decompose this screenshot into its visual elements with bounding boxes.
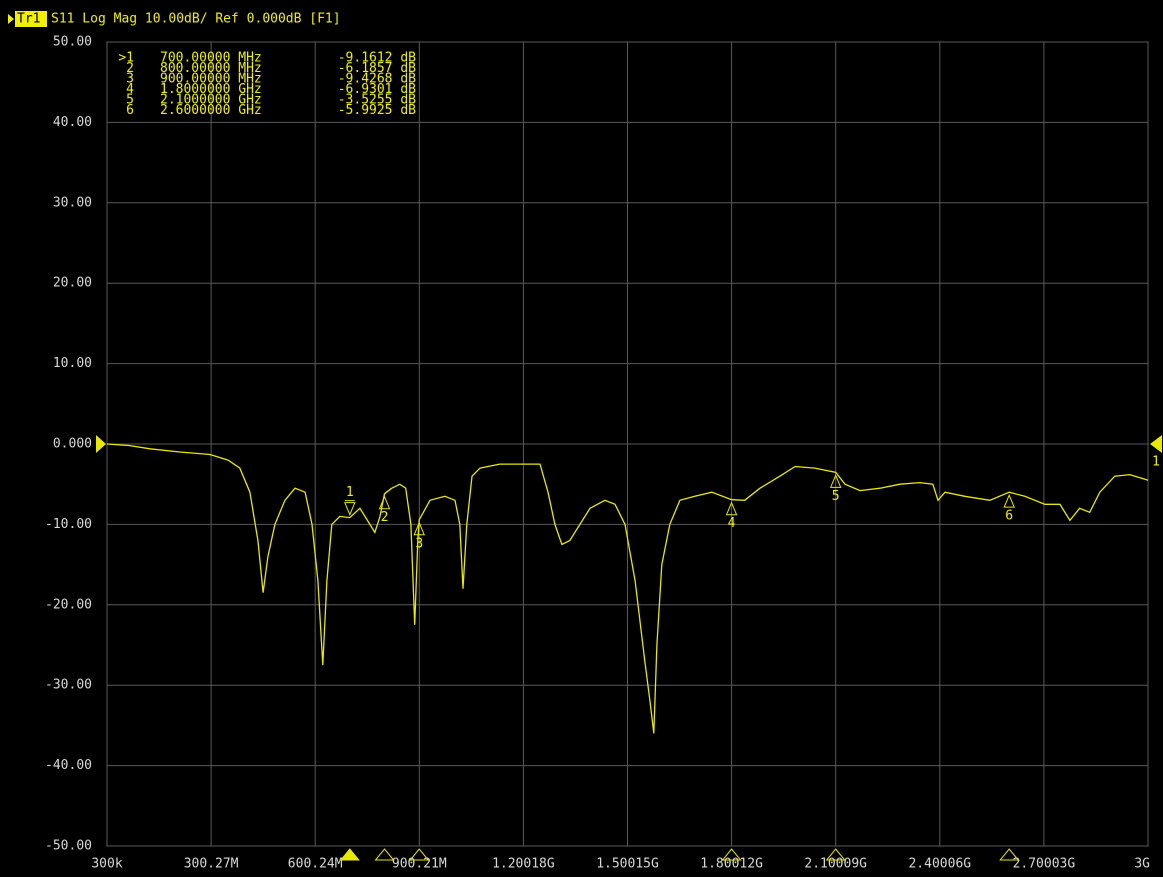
x-tick-label: 600.24M: [288, 857, 343, 872]
marker: [378, 495, 391, 510]
marker-table-value: -5.9925 dB: [338, 103, 416, 118]
marker-table-freq: 1.8000000 GHz: [160, 82, 262, 97]
marker-number: 1: [346, 485, 354, 500]
marker-table-id: 3: [126, 72, 134, 87]
marker-axis-indicator: [999, 848, 1020, 861]
marker-table-id: 5: [126, 93, 134, 108]
x-tick-label: 3G: [1134, 857, 1150, 872]
marker-number: 4: [728, 516, 736, 531]
y-tick-label: -20.00: [45, 597, 92, 612]
marker-axis-indicator: [409, 848, 430, 861]
trace-badge: [15, 11, 47, 27]
trace-indicator: [8, 14, 14, 24]
trace-number: 1: [1152, 455, 1160, 470]
marker-table-id: 6: [126, 103, 134, 118]
y-tick-label: 50.00: [53, 35, 92, 50]
marker-table-freq: 2.1000000 GHz: [160, 93, 262, 108]
marker-table-freq: 800.00000 MHz: [160, 61, 262, 76]
marker-table-value: -3.5255 dB: [338, 93, 416, 108]
marker-table-freq: 900.00000 MHz: [160, 72, 262, 87]
marker-axis-indicator: [374, 848, 395, 861]
y-tick-label: 40.00: [53, 115, 92, 130]
y-tick-label: -40.00: [45, 758, 92, 773]
ref-indicator-left: [96, 435, 106, 453]
marker: [829, 474, 842, 488]
marker-number: 2: [381, 510, 389, 525]
marker-table-value: -6.9301 dB: [338, 82, 416, 97]
marker-number: 5: [832, 489, 840, 504]
marker-axis-indicator: [339, 848, 360, 861]
y-tick-label: -30.00: [45, 678, 92, 693]
marker: [1003, 493, 1015, 508]
marker-table-id: 2: [126, 61, 134, 76]
marker: [725, 501, 738, 516]
marker-active: [344, 502, 356, 516]
y-tick-label: -10.00: [45, 517, 92, 532]
trace-name: Tr1: [17, 12, 40, 27]
x-tick-label: 2.40006G: [908, 857, 971, 872]
marker-table-value: -9.1612 dB: [338, 51, 416, 66]
y-tick-label: 20.00: [53, 276, 92, 291]
y-tick-label: -50.00: [45, 839, 92, 854]
y-tick-label: 30.00: [53, 195, 92, 210]
x-tick-label: 2.70003G: [1013, 857, 1076, 872]
x-tick-label: 1.20018G: [492, 857, 555, 872]
marker-table-freq: 2.6000000 GHz: [160, 103, 262, 118]
marker-table-id: >1: [118, 51, 134, 66]
x-tick-label: 900.21M: [392, 857, 447, 872]
marker-table-id: 4: [126, 82, 134, 97]
marker-number: 3: [415, 536, 423, 551]
marker-number: 6: [1005, 509, 1013, 524]
marker-table-freq: 700.00000 MHz: [160, 51, 262, 66]
marker-axis-indicator: [825, 848, 846, 861]
trace-line: [106, 443, 1149, 734]
x-tick-label: 1.50015G: [596, 857, 659, 872]
marker-table-value: -6.1857 dB: [338, 61, 416, 76]
marker-table-value: -9.4268 dB: [338, 72, 416, 87]
marker-axis-indicator: [721, 848, 742, 861]
chart-title: S11 Log Mag 10.00dB/ Ref 0.000dB [F1]: [51, 12, 341, 27]
ref-indicator-right: [1150, 435, 1162, 453]
x-tick-label: 2.10009G: [804, 857, 867, 872]
x-tick-label: 1.80012G: [700, 857, 763, 872]
x-tick-label: 300k: [91, 857, 122, 872]
y-tick-label: 0.000: [53, 437, 92, 452]
marker: [413, 521, 425, 536]
y-tick-label: 10.00: [53, 356, 92, 371]
x-tick-label: 300.27M: [184, 857, 239, 872]
